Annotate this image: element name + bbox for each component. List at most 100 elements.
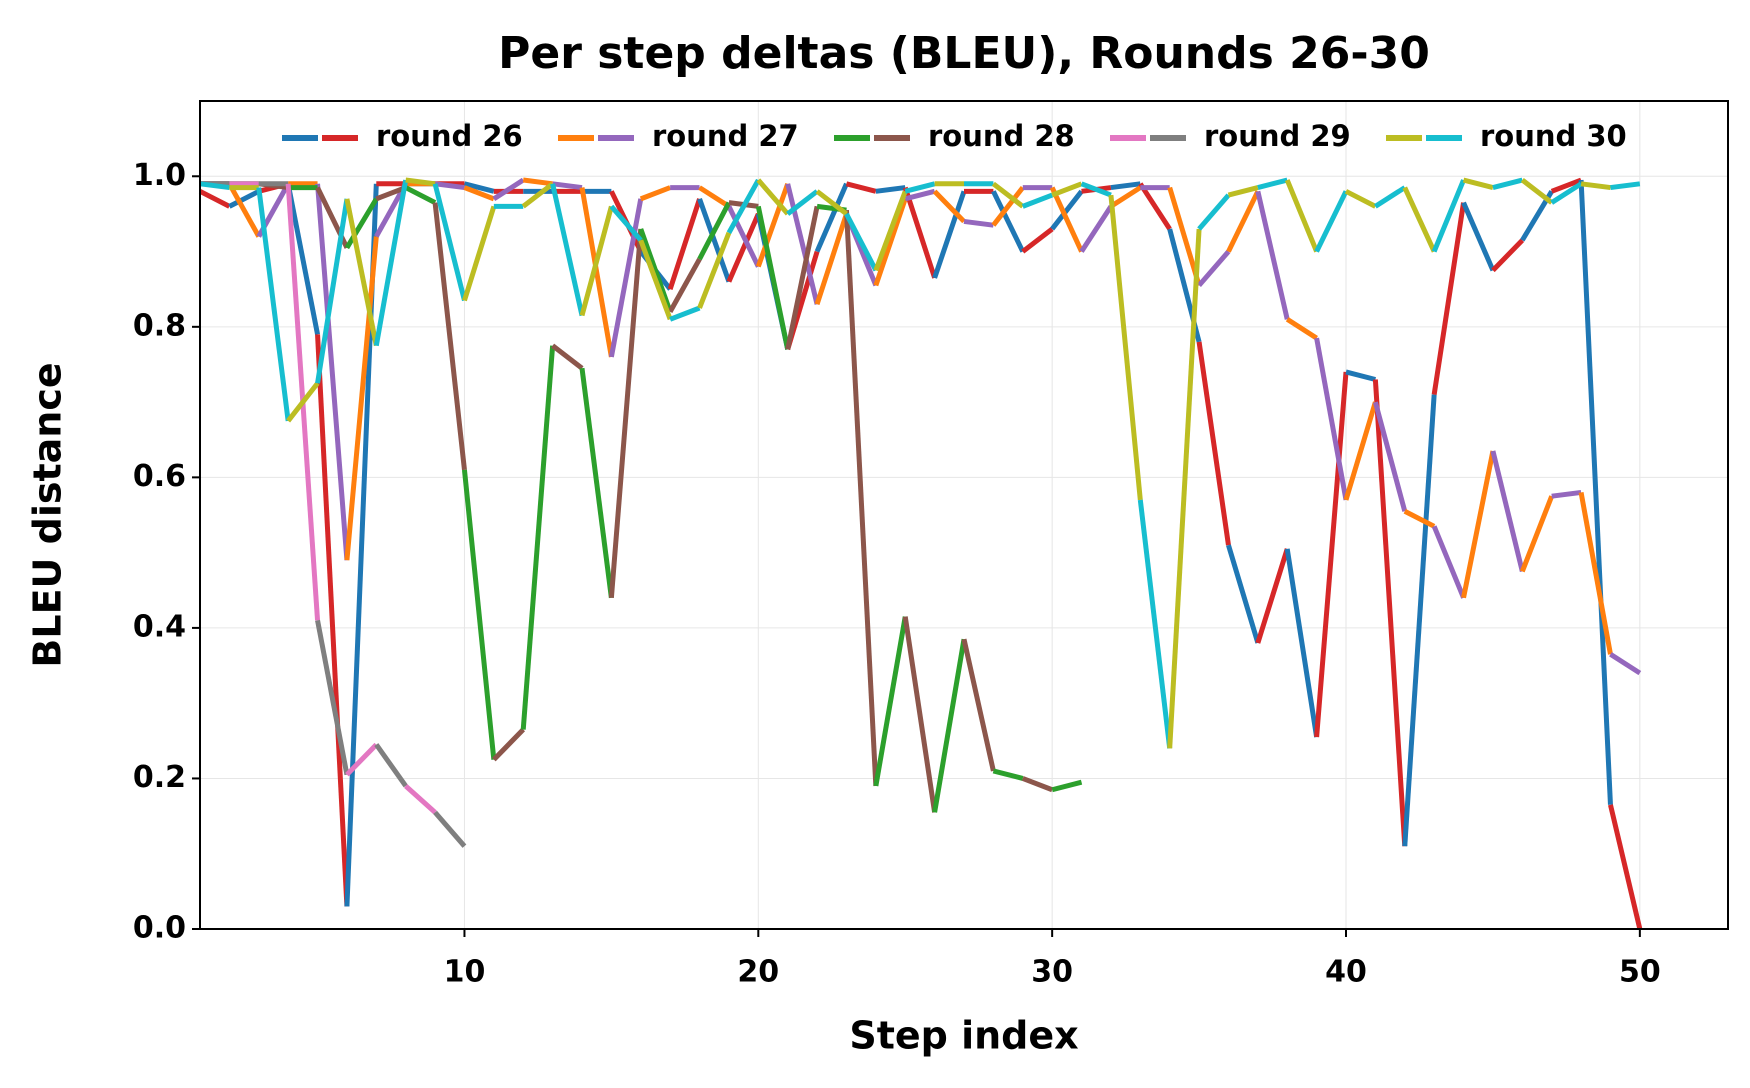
line-segment: [404, 185, 437, 205]
legend-label: round 26: [376, 119, 523, 153]
line-segment: [608, 228, 644, 598]
line-segment: [345, 742, 379, 777]
line-segment: [228, 189, 260, 209]
line-segment: [1608, 804, 1643, 930]
line-segment: [432, 202, 467, 471]
line-segment: [1343, 401, 1378, 501]
line-segment: [551, 343, 584, 371]
line-segment: [550, 183, 585, 317]
y-tick-label: 0.2: [133, 760, 186, 795]
line-segment: [1021, 776, 1054, 793]
line-segment: [492, 177, 525, 201]
line-segment: [1431, 179, 1466, 253]
line-segment: [932, 189, 966, 224]
line-segment: [1461, 201, 1496, 272]
line-segment: [1550, 177, 1582, 194]
line-segment: [1197, 249, 1231, 288]
line-segment: [1167, 228, 1202, 749]
line-segment: [432, 183, 467, 302]
line-segment: [1431, 202, 1467, 395]
line-segment: [374, 743, 408, 788]
line-segment: [1431, 525, 1466, 599]
line-segment: [1108, 194, 1143, 501]
line-segment: [405, 177, 436, 187]
line-segment: [404, 784, 437, 815]
line-segment: [1402, 186, 1437, 253]
line-segment: [755, 182, 791, 268]
line-segment: [1051, 779, 1083, 793]
line-segment: [726, 212, 761, 283]
line-segment: [1403, 509, 1436, 529]
line-segment: [256, 187, 291, 422]
x-tick-label: 40: [1325, 955, 1367, 990]
x-tick-label: 20: [737, 955, 779, 990]
line-segment: [1578, 179, 1613, 805]
line-segment: [639, 185, 672, 202]
line-segment: [844, 212, 879, 272]
line-segment: [814, 182, 849, 253]
line-segment: [462, 205, 497, 302]
line-segment: [434, 181, 465, 191]
line-segment: [463, 185, 495, 202]
line-segment: [522, 177, 553, 187]
line-segment: [1138, 182, 1172, 231]
x-axis-label: Step index: [849, 1014, 1078, 1058]
line-segment: [1372, 379, 1408, 847]
line-segment: [697, 231, 732, 309]
line-segment: [638, 228, 673, 313]
line-segment: [609, 204, 643, 242]
line-segment: [1226, 190, 1261, 253]
line-segment: [991, 186, 1025, 227]
legend-label: round 28: [928, 119, 1075, 153]
line-segment: [1021, 226, 1054, 254]
line-segment: [1578, 491, 1613, 655]
line-segment: [1197, 193, 1231, 231]
line-segment: [697, 201, 732, 261]
line-segment: [1491, 238, 1525, 273]
plot-frame: [199, 100, 1729, 930]
line-segment: [755, 205, 791, 350]
line-segment: [373, 179, 409, 347]
line-segment: [992, 768, 1024, 781]
line-segment: [1021, 192, 1054, 209]
legend-label: round 30: [1480, 119, 1627, 153]
line-segment: [1284, 548, 1320, 738]
line-segment: [1519, 495, 1555, 573]
line-segment: [1314, 337, 1349, 501]
line-segment: [669, 305, 701, 322]
line-segment: [873, 616, 908, 787]
line-segment: [815, 189, 848, 216]
line-segment: [1345, 369, 1377, 382]
line-segment: [845, 181, 877, 194]
line-segment: [785, 183, 820, 305]
line-segment: [521, 181, 555, 209]
line-segment: [963, 218, 994, 228]
line-segment: [1374, 185, 1407, 209]
line-segment: [667, 198, 702, 290]
line-segment: [198, 189, 231, 209]
line-segment: [873, 190, 908, 272]
line-segment: [552, 181, 583, 191]
line-segment: [1285, 317, 1318, 341]
line-segment: [461, 469, 497, 760]
line-segment: [1550, 181, 1583, 205]
line-segment: [227, 182, 261, 238]
line-segment: [991, 190, 1026, 253]
line-segment: [463, 181, 495, 194]
line-segment: [1196, 341, 1231, 546]
line-segment: [285, 183, 320, 335]
line-segment: [344, 236, 379, 561]
line-segment: [698, 185, 731, 209]
line-segment: [902, 616, 938, 813]
line-segment: [433, 810, 467, 848]
line-segment: [991, 181, 1025, 209]
x-tick-label: 10: [444, 955, 486, 990]
line-segment: [520, 345, 556, 730]
line-segment: [904, 181, 936, 194]
line-segment: [492, 727, 526, 762]
line-segment: [875, 185, 906, 194]
line-segment: [315, 183, 350, 561]
line-segment: [315, 334, 350, 907]
